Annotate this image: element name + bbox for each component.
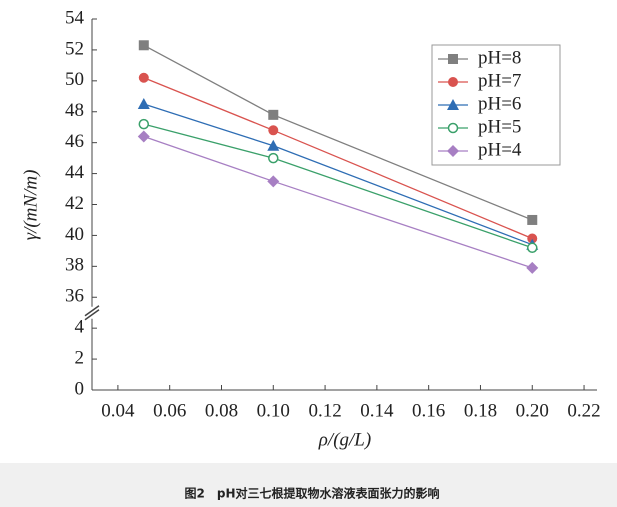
data-point: [267, 175, 280, 188]
data-point: [138, 40, 149, 51]
y-tick-label: 44: [65, 162, 85, 183]
x-tick-label: 0.06: [153, 400, 186, 421]
y-tick-label: 42: [65, 193, 84, 214]
data-point: [527, 233, 538, 244]
data-point: [138, 118, 150, 130]
axis-break: [84, 309, 100, 321]
data-point: [267, 139, 280, 151]
x-tick-label: 0.04: [101, 400, 135, 421]
x-tick-label: 0.08: [205, 400, 238, 421]
data-point: [268, 109, 279, 120]
legend-marker: [447, 145, 459, 157]
legend-label: pH=6: [478, 93, 521, 114]
data-point: [137, 130, 150, 143]
legend-label: pH=4: [478, 139, 522, 160]
y-tick-label: 2: [75, 347, 85, 368]
data-point: [268, 125, 279, 136]
y-tick-label: 50: [65, 69, 84, 90]
data-point: [137, 98, 150, 110]
y-tick-label: 54: [65, 7, 85, 28]
legend-label: pH=5: [478, 116, 521, 137]
x-tick-label: 0.22: [567, 400, 600, 421]
legend-label: pH=7: [478, 70, 521, 91]
legend-marker: [447, 99, 459, 110]
y-tick-label: 46: [65, 131, 84, 152]
y-tick-label: 40: [65, 224, 84, 245]
legend-marker: [448, 54, 458, 64]
x-tick-label: 0.20: [516, 400, 549, 421]
y-tick-label: 48: [65, 100, 84, 121]
legend-marker: [448, 77, 458, 87]
y-tick-label: 38: [65, 255, 84, 276]
x-axis-label: ρ/(g/L): [318, 429, 371, 450]
legend-marker: [447, 122, 459, 134]
axis-break: [84, 305, 100, 317]
caption-band: [0, 463, 617, 507]
x-tick-label: 0.12: [308, 400, 341, 421]
y-axis-label: γ/(mN/m): [20, 170, 41, 241]
data-point: [527, 214, 538, 225]
x-tick-label: 0.10: [257, 400, 290, 421]
data-point: [526, 261, 539, 274]
x-tick-label: 0.14: [360, 400, 394, 421]
y-tick-label: 0: [75, 378, 85, 399]
x-tick-label: 0.18: [464, 400, 497, 421]
y-tick-label: 4: [75, 317, 85, 338]
data-point: [527, 242, 538, 254]
y-tick-label: 52: [65, 38, 84, 59]
data-point: [268, 152, 279, 164]
legend-label: pH=8: [478, 47, 521, 68]
y-tick-label: 36: [65, 286, 84, 307]
x-tick-label: 0.16: [412, 400, 445, 421]
caption: 图2 pH对三七根提取物水溶液表面张力的影响: [185, 486, 440, 501]
data-point: [138, 72, 149, 83]
